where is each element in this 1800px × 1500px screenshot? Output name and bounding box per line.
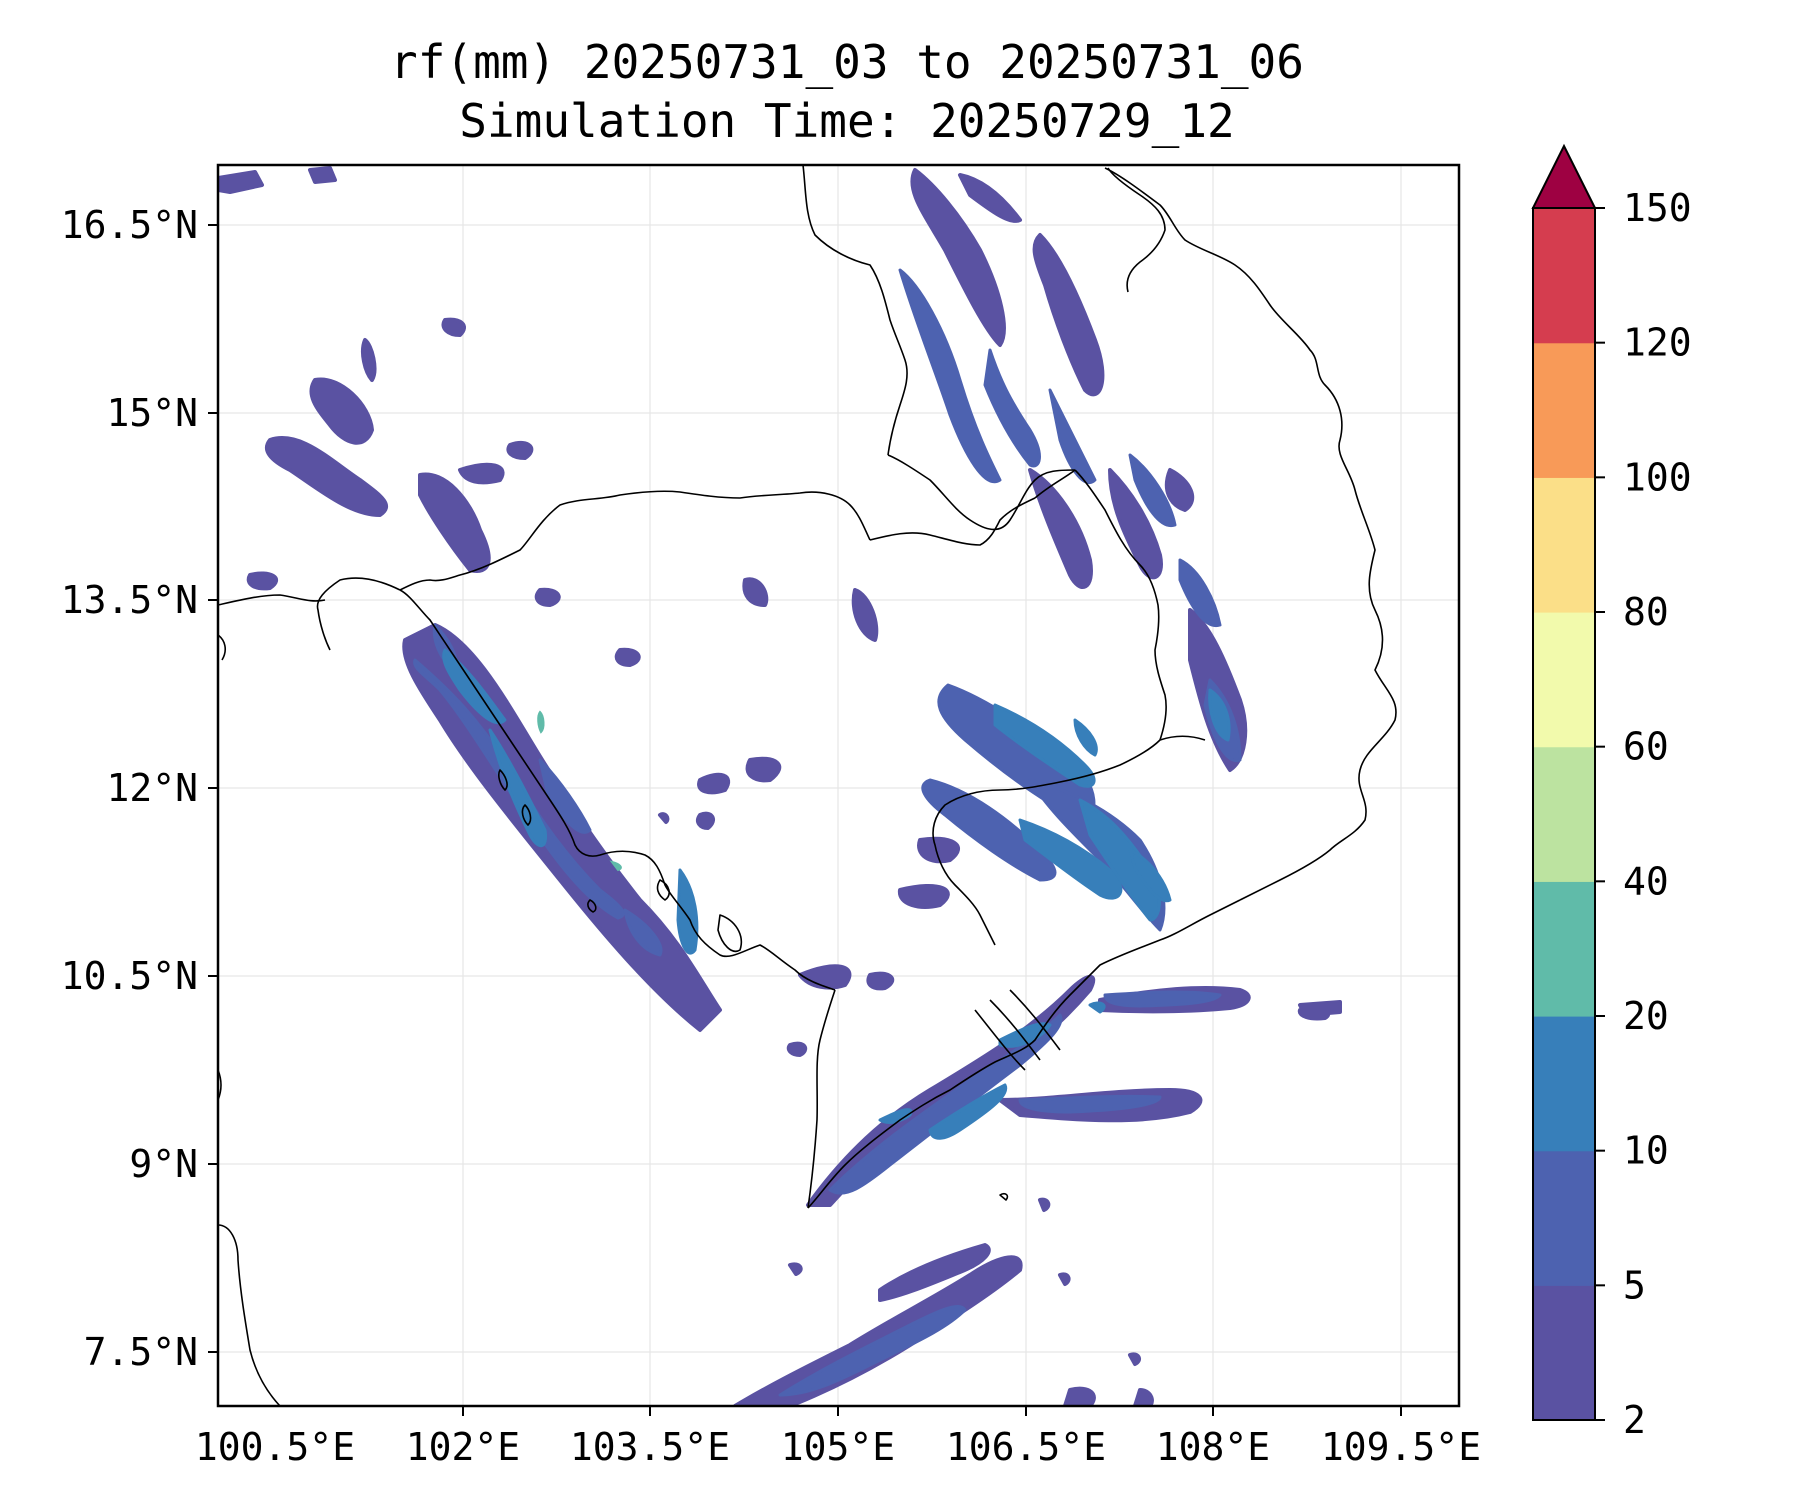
x-tick-label: 109.5°E [1321, 1425, 1481, 1469]
colorbar-tick-label: 40 [1623, 859, 1669, 903]
title-line-2: Simulation Time: 20250729_12 [459, 94, 1234, 148]
colorbar-tick-label: 5 [1623, 1263, 1646, 1307]
colorbar-tick-label: 10 [1623, 1129, 1669, 1173]
colorbar-segment [1533, 208, 1595, 344]
x-tick-label: 108°E [1156, 1425, 1270, 1469]
rain-10-20mm [442, 648, 1231, 1140]
colorbar: 2 5 10 20 40 60 80 100 120 150 [1531, 143, 1692, 1442]
x-tick-label: 106.5°E [946, 1425, 1106, 1469]
colorbar-tick-label: 120 [1623, 321, 1692, 365]
colorbar-tick-label: 80 [1623, 590, 1669, 634]
y-tick-label: 9°N [129, 1142, 198, 1186]
colorbar-segment [1533, 1150, 1595, 1286]
colorbar-segment [1533, 1016, 1595, 1152]
colorbar-segment [1533, 612, 1595, 748]
coastlines-and-borders [218, 165, 1397, 1406]
x-tick-label: 103.5°E [570, 1425, 730, 1469]
rain-20-40mm [537, 710, 622, 872]
y-tick-label: 7.5°N [84, 1330, 198, 1374]
colorbar-tick-label: 150 [1623, 186, 1692, 230]
x-tick-label: 102°E [406, 1425, 520, 1469]
colorbar-segment [1533, 342, 1595, 478]
colorbar-tick-label: 2 [1623, 1398, 1646, 1442]
colorbar-extend-max-triangle [1531, 143, 1597, 209]
colorbar-segment [1533, 477, 1595, 613]
colorbar-tick-label: 60 [1623, 725, 1669, 769]
y-tick-label: 13.5°N [61, 578, 198, 622]
y-tick-label: 12°N [106, 766, 198, 810]
colorbar-segment [1533, 881, 1595, 1017]
x-tick-label: 100.5°E [195, 1425, 355, 1469]
colorbar-segment [1533, 1285, 1595, 1421]
y-tick-label: 15°N [106, 391, 198, 435]
map-panel: 100.5°E 102°E 103.5°E 105°E 106.5°E 108°… [61, 163, 1481, 1469]
y-tick-label: 10.5°N [61, 954, 198, 998]
colorbar-outline [1532, 207, 1596, 1421]
y-axis: 16.5°N 15°N 13.5°N 12°N 10.5°N 9°N 7.5°N [61, 203, 218, 1374]
x-tick-label: 105°E [781, 1425, 895, 1469]
colorbar-tick-label: 20 [1623, 994, 1669, 1038]
colorbar-tick-label: 100 [1623, 455, 1692, 499]
rainfall-contours [218, 165, 1397, 1406]
y-tick-label: 16.5°N [61, 203, 198, 247]
colorbar-segment [1533, 746, 1595, 882]
x-axis: 100.5°E 102°E 103.5°E 105°E 106.5°E 108°… [195, 1406, 1481, 1469]
title-line-1: rf(mm) 20250731_03 to 20250731_06 [390, 35, 1304, 89]
